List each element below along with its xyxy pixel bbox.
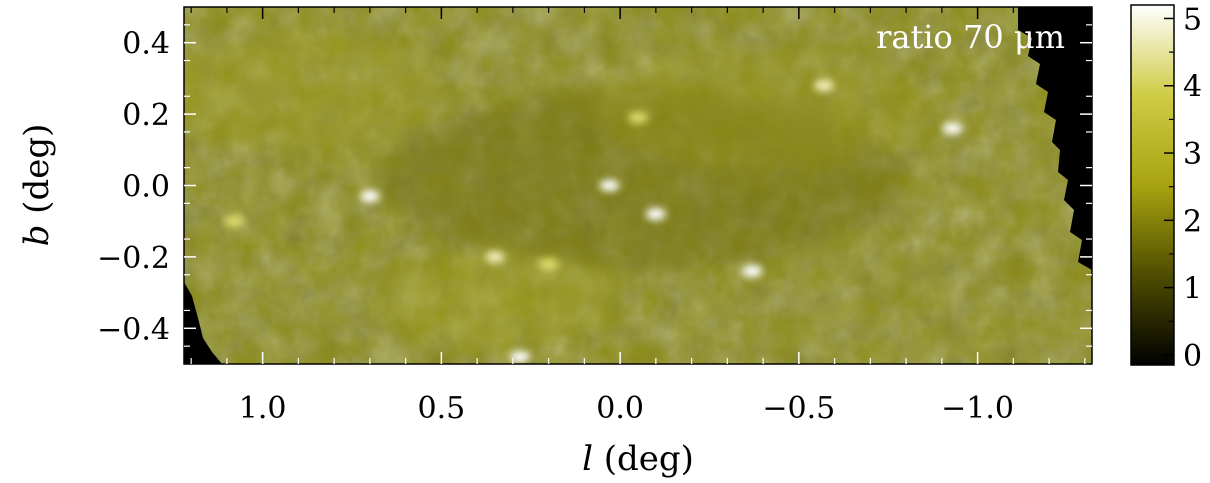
y-tick-label: 0.4 (122, 27, 170, 62)
bright-feature (510, 350, 531, 363)
colorbar-tick-label: 5 (1183, 2, 1202, 37)
bright-feature (942, 122, 963, 135)
y-axis-title: b (deg) (17, 124, 57, 247)
masked-region-bottom-left (184, 282, 222, 364)
colorbar-tick-label: 1 (1183, 272, 1202, 307)
x-axis-unit: (deg) (593, 439, 694, 479)
x-tick-label: 0.0 (596, 391, 644, 426)
y-tick-label: −0.4 (97, 312, 170, 347)
x-axis-title: l (deg) (582, 439, 694, 479)
x-axis-ticks: 1.0 0.5 0.0 −0.5 −1.0 (190, 7, 1086, 426)
y-tick-label: 0.2 (122, 98, 170, 133)
y-tick-label: 0.0 (122, 170, 170, 205)
x-tick-label: 0.5 (418, 391, 466, 426)
colorbar-ticks: 5 4 3 2 1 0 (1164, 2, 1202, 374)
colorbar-tick-label: 4 (1183, 70, 1202, 105)
colorbar-tick-label: 0 (1183, 339, 1202, 374)
y-axis-var: b (17, 225, 57, 247)
heatmap-image (184, 7, 1092, 364)
heatmap-texture (184, 7, 1092, 364)
bright-feature (485, 250, 506, 263)
y-axis-unit: (deg) (17, 124, 57, 225)
x-tick-label: −1.0 (941, 391, 1014, 426)
colorbar-tick-label: 3 (1183, 137, 1202, 172)
bright-feature (224, 215, 245, 228)
bright-features (224, 79, 963, 363)
bright-feature (645, 208, 666, 221)
bright-feature (359, 190, 380, 203)
colorbar (1130, 4, 1175, 366)
bright-feature (628, 111, 648, 124)
masked-regions (184, 7, 1092, 364)
colorbar-tick-label: 2 (1183, 204, 1202, 239)
panel-label: ratio 70 μm (876, 18, 1065, 56)
x-axis-var: l (582, 439, 593, 479)
y-axis-ticks: 0.4 0.2 0.0 −0.2 −0.4 (97, 24, 1092, 347)
y-tick-label: −0.2 (97, 241, 170, 276)
x-tick-label: 1.0 (239, 391, 287, 426)
bright-feature (599, 179, 620, 192)
masked-region-right (1018, 7, 1092, 270)
bright-feature (742, 265, 763, 278)
bright-feature (813, 79, 834, 92)
bright-feature (538, 258, 559, 271)
x-tick-label: −0.5 (762, 391, 835, 426)
